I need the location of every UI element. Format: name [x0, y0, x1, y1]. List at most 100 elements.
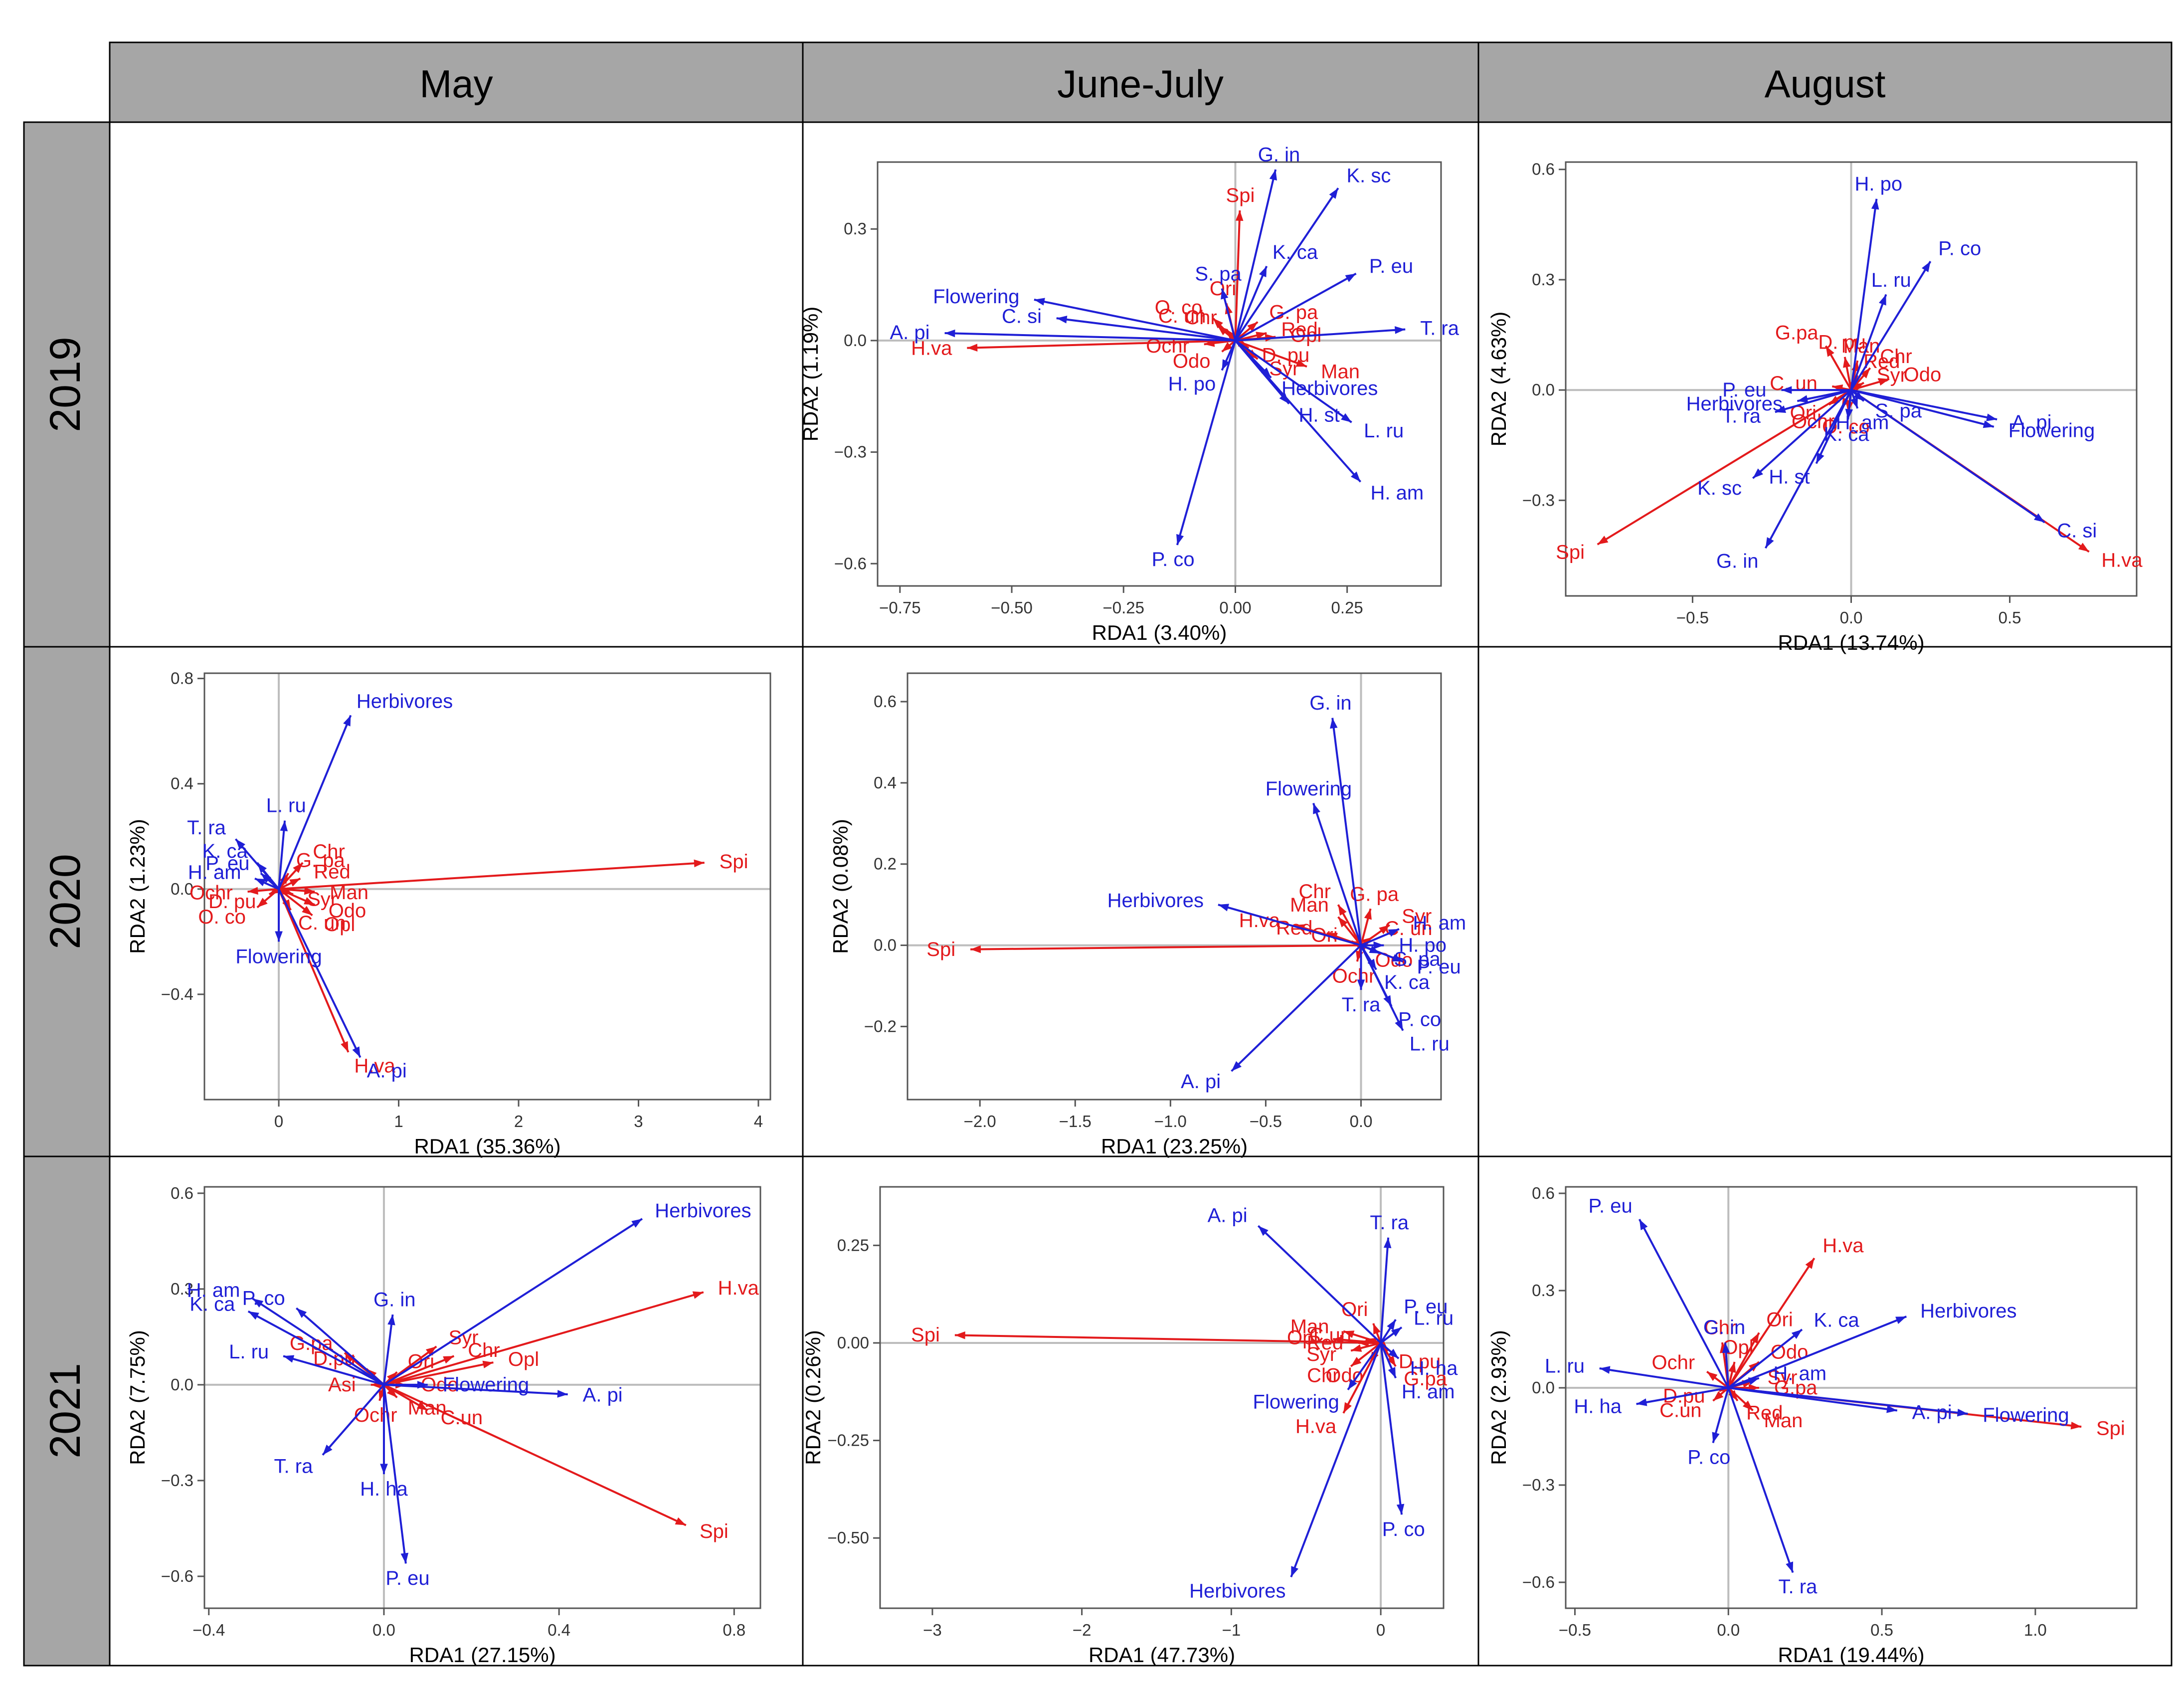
explanatory-herbivores-label: Herbivores: [1686, 393, 1783, 415]
y-axis-title: RDA2 (4.63%): [1487, 312, 1510, 447]
response-odo-label: Odo: [1173, 350, 1211, 372]
explanatory-p-eu-arrowhead: [1345, 273, 1356, 282]
explanatory-t-ra-label: T. ra: [1342, 994, 1381, 1016]
response-chr-label: Chr: [1880, 346, 1912, 368]
explanatory-g-in-label: G. in: [1258, 144, 1300, 166]
explanatory-p-co-arrowhead: [1921, 261, 1931, 272]
explanatory-l-ru-label: L. ru: [1545, 1355, 1585, 1377]
explanatory-a-pi-label: A. pi: [1181, 1071, 1221, 1093]
x-tick-label: 0.00: [1219, 598, 1251, 617]
explanatory-p-co-arrow: [1380, 1342, 1403, 1515]
explanatory-p-co-arrowhead: [296, 1308, 307, 1318]
response-syr-arrowhead: [1247, 349, 1258, 360]
response-red-label: Red: [1746, 1402, 1783, 1424]
explanatory-h-po-label: H. po: [1855, 173, 1903, 195]
response-spi-label: Spi: [700, 1520, 728, 1542]
y-tick-label: 0.3: [171, 1280, 193, 1298]
x-axis-title: RDA1 (35.36%): [414, 1134, 560, 1158]
explanatory-h-ha-label: H. ha: [360, 1478, 408, 1500]
response-c-un-label: C. un: [1770, 373, 1818, 394]
explanatory-herbivores-arrow: [278, 715, 352, 890]
column-headers: May June-July August: [109, 41, 2173, 123]
response-red-label: Red: [1276, 917, 1312, 939]
response-g-pa-arrowhead: [344, 1352, 356, 1363]
explanatory-l-ru-arrowhead: [1879, 294, 1886, 306]
explanatory-t-ra-label: T. ra: [274, 1455, 314, 1477]
response-spi-arrowhead: [675, 1517, 686, 1525]
response-c-un-label: C.un: [1659, 1399, 1702, 1421]
response-red-arrowhead: [1358, 1339, 1369, 1347]
explanatory-h-ha-arrow: [1636, 1387, 1729, 1405]
response-red-arrowhead: [289, 878, 301, 887]
y-axis-title: RDA2 (7.75%): [126, 1330, 149, 1465]
explanatory-a-pi-label: A. pi: [890, 322, 929, 344]
explanatory-l-ru-label: L. ru: [229, 1341, 269, 1363]
x-tick-label: 2: [514, 1112, 523, 1131]
response-o-co-arrowhead: [1213, 318, 1223, 329]
explanatory-herbivores-label: Herbivores: [1107, 890, 1204, 912]
explanatory-l-ru-arrow: [1235, 340, 1352, 423]
response-opl-label: Opl: [1287, 1327, 1318, 1349]
response-spi-arrowhead: [2070, 1421, 2082, 1430]
response-syr-label: Syr: [449, 1326, 479, 1348]
explanatory-l-ru-arrowhead: [1599, 1366, 1611, 1374]
x-tick-label: 0.0: [1840, 608, 1863, 627]
explanatory-g-in-label: G. in: [1309, 692, 1351, 714]
response-spi-label: Spi: [911, 1324, 940, 1346]
response-c-un-arrowhead: [1366, 1337, 1377, 1345]
row-2021-cell: [23, 1155, 111, 1667]
x-axis-title: RDA1 (23.25%): [1101, 1134, 1248, 1158]
response-h-va-label: H.va: [354, 1055, 395, 1077]
response-c-un-label: C. un: [1158, 305, 1206, 327]
rda-plot-2019-june-july: −0.75 −0.50 −0.25 0.00 0.25 −0.6 −0.3 0.0 0.3 RDA…: [799, 144, 1459, 644]
explanatory-s-pa-arrowhead: [1369, 945, 1380, 953]
x-tick-label: −0.4: [192, 1621, 225, 1639]
explanatory-s-pa-label: S. pa: [1195, 263, 1242, 285]
explanatory-h-am-arrowhead: [1350, 471, 1361, 482]
response-d-pu-label: D. pu: [208, 891, 256, 913]
explanatory-herbivores-arrowhead: [343, 715, 351, 727]
y-tick-label: 0.8: [171, 669, 193, 688]
rda-plot-2020-june-july: −2.0 −1.5 −1.0 −0.5 0.0 −0.2 0.0 0.2 0.4 0.6 RDA1 …: [829, 672, 1466, 1158]
response-red-label: Red: [314, 861, 350, 883]
response-opl-label: Opl: [1722, 1336, 1753, 1358]
explanatory-t-ra-arrowhead: [323, 1444, 333, 1455]
explanatory-g-in-arrow: [1331, 718, 1362, 945]
x-tick-label: −0.5: [1559, 1621, 1591, 1639]
rda-plot-2020-may: 0 1 2 3 4 −0.4 0.0 0.4 0.8 RDA1 (35.36%) RDA2 (1.2…: [126, 669, 771, 1158]
response-c-un-arrowhead: [1217, 326, 1228, 336]
response-syr-arrowhead: [1351, 1344, 1362, 1352]
explanatory-h-am-label: H. am: [1402, 1381, 1455, 1403]
explanatory-l-ru-label: L. ru: [1871, 269, 1911, 291]
response-spi-label: Spi: [720, 851, 748, 873]
explanatory-g-in-arrow: [1764, 389, 1852, 549]
plot-frame: [877, 161, 1442, 587]
explanatory-g-in-arrowhead: [1765, 537, 1774, 549]
y-tick-label: −0.3: [834, 443, 867, 461]
explanatory-l-ru-arrow: [278, 820, 286, 889]
response-odo-label: Odo: [1904, 364, 1942, 386]
x-tick-label: −2: [1073, 1621, 1092, 1639]
explanatory-p-co-arrowhead: [1712, 1432, 1720, 1443]
explanatory-p-co-label: P. co: [1687, 1446, 1730, 1468]
response-c-un-label: C.un: [441, 1407, 483, 1429]
plots-layer: −0.75 −0.50 −0.25 0.00 0.25−0.6−0.30.00.3RDA…: [126, 144, 2143, 1667]
explanatory-c-si-arrow: [1056, 317, 1236, 342]
response-red-arrowhead: [1256, 332, 1267, 340]
explanatory-l-ru-arrow: [283, 1355, 384, 1386]
response-opl-arrowhead: [1728, 1362, 1736, 1373]
explanatory-l-ru-label: L. ru: [1414, 1308, 1454, 1329]
y-axis-title: RDA2 (0.08%): [829, 819, 852, 954]
explanatory-flowering-arrow: [1851, 389, 1995, 428]
rda-plot-2021-august: −0.5 0.0 0.5 1.0 −0.6 −0.3 0.0 0.3 0.6 RDA1 (19.4…: [1487, 1184, 2138, 1667]
explanatory-flowering-arrowhead: [1957, 1409, 1968, 1417]
y-axis-title: RDA2 (2.93%): [1487, 1330, 1510, 1465]
response-chr-arrowhead: [293, 863, 303, 873]
explanatory-k-ca-label: K. ca: [1273, 241, 1318, 263]
response-c-un-arrowhead: [416, 1401, 428, 1411]
response-o-co-arrowhead: [257, 898, 268, 908]
response-man-arrow: [1235, 340, 1307, 368]
response-man-arrowhead: [1338, 917, 1348, 928]
explanatory-h-po-arrowhead: [1373, 941, 1384, 949]
response-man-arrowhead: [386, 1387, 397, 1398]
